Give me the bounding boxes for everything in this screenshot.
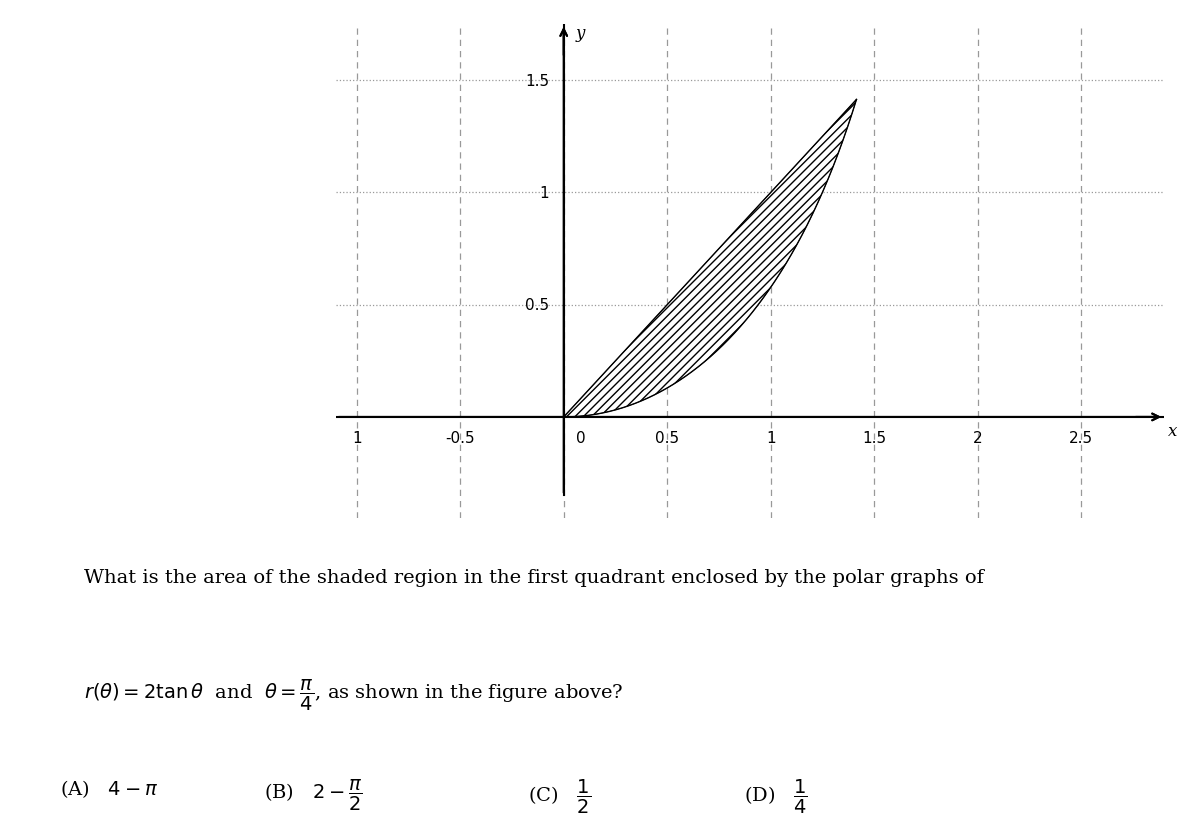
Polygon shape <box>564 100 857 417</box>
Text: (D)   $\dfrac{1}{4}$: (D) $\dfrac{1}{4}$ <box>744 777 808 815</box>
Text: y: y <box>576 25 586 42</box>
Text: (A)   $4-\pi$: (A) $4-\pi$ <box>60 777 158 799</box>
Text: 1.5: 1.5 <box>526 74 550 89</box>
Text: 0: 0 <box>576 431 586 446</box>
Text: 1: 1 <box>352 431 361 446</box>
Text: 1.5: 1.5 <box>862 431 887 446</box>
Text: 0.5: 0.5 <box>526 298 550 313</box>
Text: 0.5: 0.5 <box>655 431 679 446</box>
Text: (C)   $\dfrac{1}{2}$: (C) $\dfrac{1}{2}$ <box>528 777 592 815</box>
Text: $r(\theta)=2\tan\theta$  and  $\theta=\dfrac{\pi}{4}$, as shown in the figure ab: $r(\theta)=2\tan\theta$ and $\theta=\dfr… <box>84 677 624 712</box>
Text: What is the area of the shaded region in the first quadrant enclosed by the pola: What is the area of the shaded region in… <box>84 568 984 587</box>
Text: 2.5: 2.5 <box>1069 431 1093 446</box>
Text: 2: 2 <box>973 431 983 446</box>
Text: -0.5: -0.5 <box>445 431 475 446</box>
Text: x: x <box>1168 422 1177 440</box>
Text: 1: 1 <box>540 186 550 201</box>
Text: (B)   $2-\dfrac{\pi}{2}$: (B) $2-\dfrac{\pi}{2}$ <box>264 777 362 813</box>
Text: 1: 1 <box>766 431 775 446</box>
